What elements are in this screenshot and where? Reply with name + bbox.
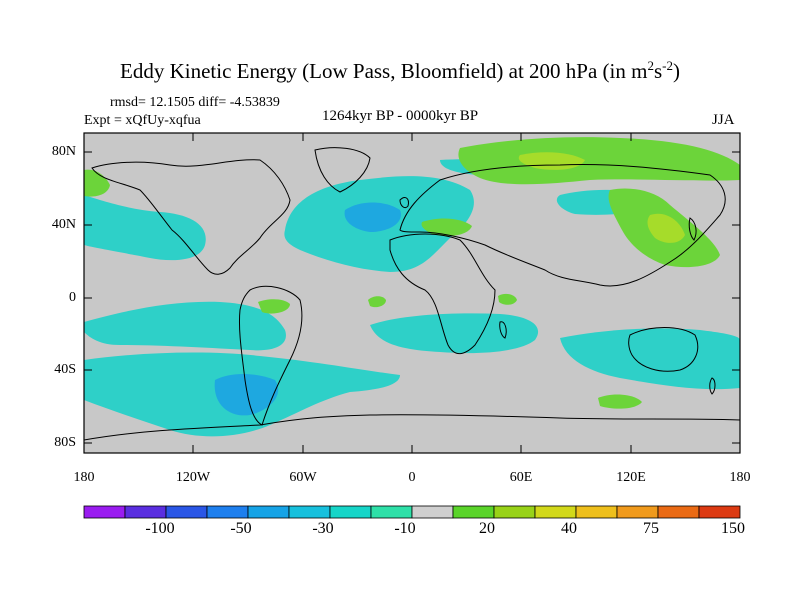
colorbar-swatch: [534, 505, 577, 519]
colorbar-swatch: [616, 505, 659, 519]
colorbar-swatch: [493, 505, 536, 519]
colorbar-swatch: [370, 505, 413, 519]
indian-australia-anomaly: [560, 328, 740, 390]
lat-label-80n: 80N: [51, 144, 76, 159]
colorbar-swatch: [657, 505, 700, 519]
lat-label-0: 0: [69, 290, 76, 305]
map-title: Eddy Kinetic Energy (Low Pass, Bloomfiel…: [120, 58, 680, 83]
british-isles-coast: [399, 197, 409, 209]
lon-label-60w: 60W: [289, 470, 317, 485]
west-pacific-positive: [84, 169, 110, 197]
arctic-positive: [458, 137, 740, 185]
lon-label-60e: 60E: [509, 470, 533, 485]
japan-coast: [688, 217, 697, 241]
south-pacific-anomaly: [84, 301, 286, 351]
stats-text: rmsd= 12.1505 diff= -4.53839: [110, 95, 280, 110]
experiment-label: Expt = xQfUy-xqfua: [84, 113, 201, 128]
lon-label-0: 0: [408, 470, 416, 485]
axis-ticks: [83, 133, 741, 453]
lat-label-80s: 80S: [54, 435, 76, 450]
colorbar-swatch: [165, 505, 208, 519]
africa-coast-positive: [498, 293, 517, 305]
lon-label-120w: 120W: [175, 470, 211, 485]
colorbar-swatch: [698, 505, 741, 519]
colorbar-swatch: [288, 505, 331, 519]
colorbar-label: 20: [479, 520, 495, 537]
map-field: [84, 133, 740, 453]
coastlines: [84, 147, 740, 441]
colorbar-label: -100: [145, 520, 175, 537]
colorbar-label: 75: [643, 520, 659, 537]
southern-ocean-core: [214, 374, 279, 416]
colorbar-swatch: [575, 505, 618, 519]
colorbar-label: 150: [721, 520, 745, 537]
period-label: 1264kyr BP - 0000kyr BP: [322, 108, 479, 124]
indian-ocean-positive: [598, 394, 642, 409]
colorbar-swatch: [452, 505, 495, 519]
colorbar-label: -10: [394, 520, 416, 537]
mediterranean-positive: [421, 218, 472, 236]
new-zealand-coast: [709, 377, 716, 395]
north-atlantic-core: [344, 202, 401, 232]
south-indian-anomaly: [370, 313, 539, 354]
colorbar-swatch: [247, 505, 290, 519]
madagascar-coast: [499, 321, 507, 339]
colorbar-swatch: [329, 505, 372, 519]
colorbar-swatch: [83, 505, 126, 519]
lon-label-180w: 180: [73, 470, 95, 485]
lat-label-40s: 40S: [54, 362, 76, 377]
eurasia-coast: [399, 164, 726, 287]
atlantic-small-positive: [368, 296, 386, 308]
north-pacific-anomaly: [84, 195, 206, 261]
australia-coast: [628, 327, 699, 372]
north-america-coast: [91, 159, 291, 275]
east-asia-weak: [647, 213, 685, 243]
colorbar-swatch: [206, 505, 249, 519]
lon-label-120e: 120E: [616, 470, 646, 485]
colorbar-label: -30: [312, 520, 334, 537]
central-pacific-positive: [258, 299, 290, 314]
africa-coast: [389, 233, 496, 355]
colorbar-label: -50: [230, 520, 252, 537]
antarctica-coast: [84, 414, 740, 441]
colorbar: [83, 505, 741, 519]
season-label: JJA: [712, 112, 735, 128]
greenland-coast: [314, 147, 371, 193]
colorbar-swatch: [124, 505, 167, 519]
colorbar-label: 40: [561, 520, 577, 537]
lon-label-180e: 180: [729, 470, 751, 485]
colorbar-swatch: [411, 505, 454, 519]
lat-label-40n: 40N: [51, 217, 76, 232]
